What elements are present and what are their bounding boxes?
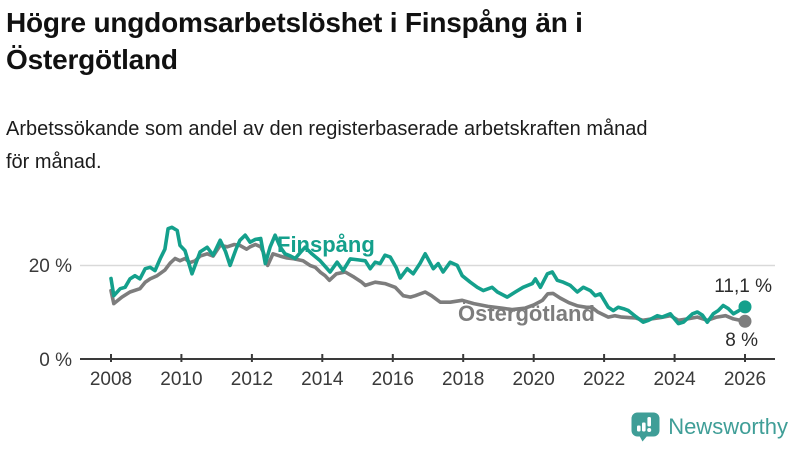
y-axis-label-20: 20 % xyxy=(29,256,72,277)
x-axis-ticks: 2008 2010 2012 2014 2016 2018 2020 2022 2024 2026 xyxy=(90,354,766,390)
x-tick-label: 2020 xyxy=(513,369,555,390)
chart-subtitle-line2: för månad. xyxy=(6,151,102,173)
x-tick-label: 2008 xyxy=(90,369,132,390)
x-tick-label: 2022 xyxy=(583,369,625,390)
chart-subtitle: Arbetssökande som andel av den registerb… xyxy=(6,113,786,179)
x-tick-label: 2018 xyxy=(442,369,484,390)
page-title-line1: Högre ungdomsarbetslöshet i Finspång än … xyxy=(6,7,583,38)
x-tick-label: 2010 xyxy=(160,369,202,390)
y-axis-label-0: 0 % xyxy=(39,350,72,371)
end-value-label-ostergotland: 8 % xyxy=(725,330,758,351)
x-tick-label: 2016 xyxy=(372,369,414,390)
series-end-dot-ostergotland xyxy=(738,314,752,328)
series-label-ostergotland: Östergötland xyxy=(458,301,595,326)
x-tick-label: 2026 xyxy=(724,369,766,390)
newsworthy-chart-bubble-icon xyxy=(631,412,660,442)
page-title: Högre ungdomsarbetslöshet i Finspång än … xyxy=(6,4,726,78)
newsworthy-logo: Newsworthy xyxy=(631,412,788,442)
chart-subtitle-line1: Arbetssökande som andel av den registerb… xyxy=(6,118,648,140)
x-tick-label: 2024 xyxy=(653,369,696,390)
x-tick-label: 2014 xyxy=(301,369,344,390)
series-line-finspang xyxy=(109,225,747,326)
page-title-line2: Östergötland xyxy=(6,44,178,75)
newsworthy-wordmark: Newsworthy xyxy=(668,414,788,439)
series-label-finspang: Finspång xyxy=(277,232,375,257)
series-end-dot-finspang xyxy=(738,300,752,314)
x-tick-label: 2012 xyxy=(231,369,273,390)
end-value-label-finspang: 11,1 % xyxy=(714,276,772,297)
